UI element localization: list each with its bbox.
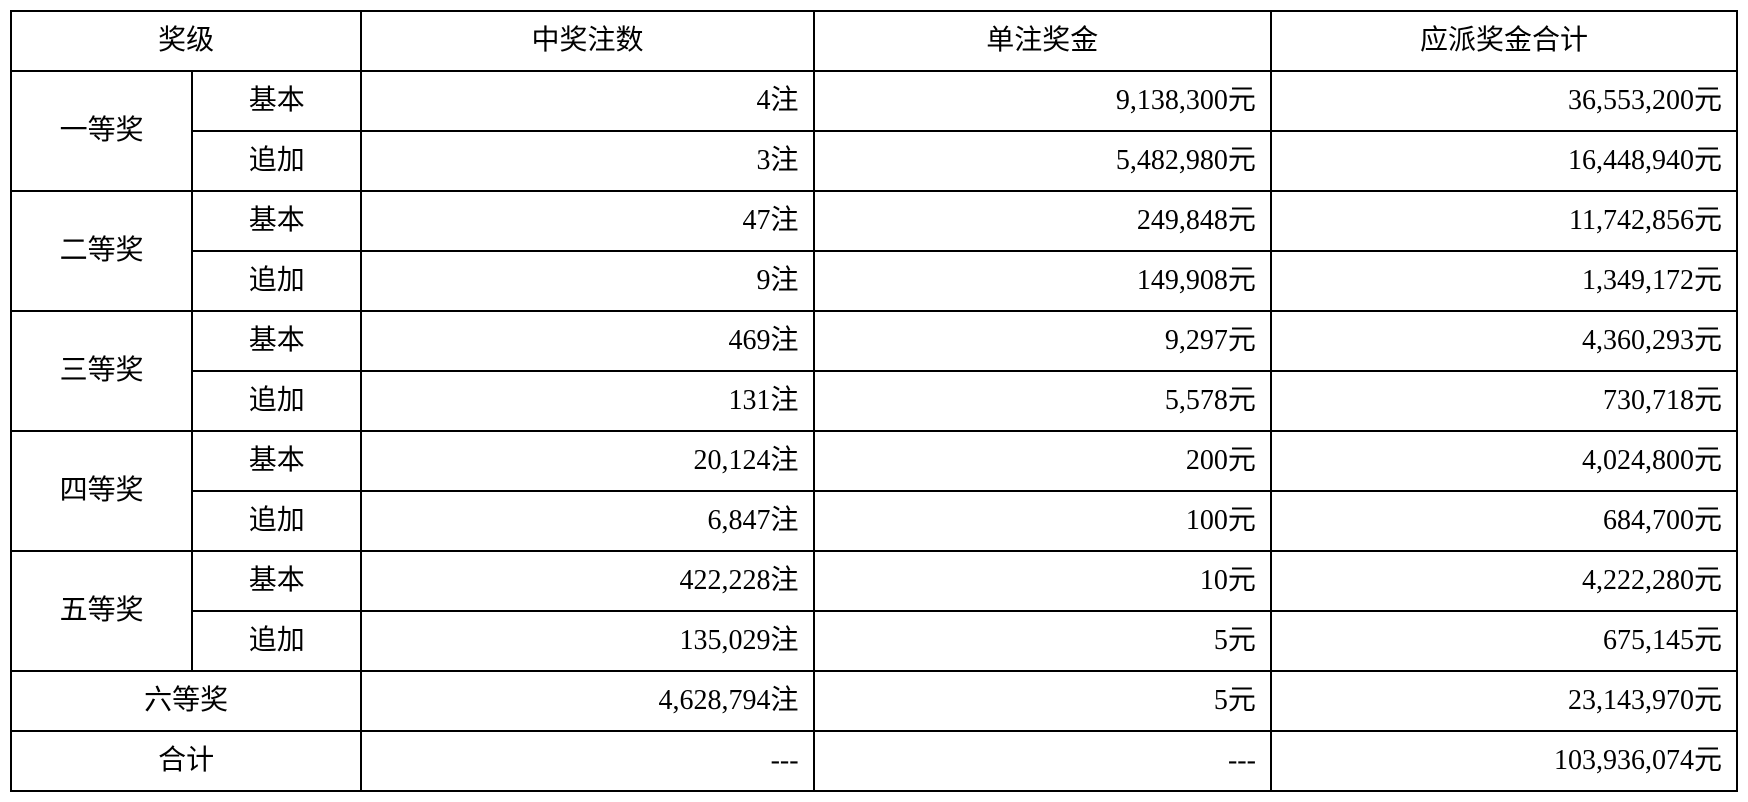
per-prize-cell: 249,848元 (814, 191, 1271, 251)
per-prize-cell: 149,908元 (814, 251, 1271, 311)
table-row: 追加 3注 5,482,980元 16,448,940元 (11, 131, 1737, 191)
prize-subtype: 追加 (192, 491, 361, 551)
header-level: 奖级 (11, 11, 361, 71)
prize-subtype: 基本 (192, 311, 361, 371)
table-row: 五等奖 基本 422,228注 10元 4,222,280元 (11, 551, 1737, 611)
count-cell: 422,228注 (361, 551, 813, 611)
header-per-prize: 单注奖金 (814, 11, 1271, 71)
prize-table: 奖级 中奖注数 单注奖金 应派奖金合计 一等奖 基本 4注 9,138,300元… (10, 10, 1738, 792)
per-prize-cell: 10元 (814, 551, 1271, 611)
total-cell: 730,718元 (1271, 371, 1737, 431)
prize-level-5: 五等奖 (11, 551, 192, 671)
header-row: 奖级 中奖注数 单注奖金 应派奖金合计 (11, 11, 1737, 71)
count-cell: 135,029注 (361, 611, 813, 671)
table-row: 四等奖 基本 20,124注 200元 4,024,800元 (11, 431, 1737, 491)
per-prize-cell: 200元 (814, 431, 1271, 491)
total-cell: 16,448,940元 (1271, 131, 1737, 191)
total-cell: 684,700元 (1271, 491, 1737, 551)
prize-subtype: 基本 (192, 191, 361, 251)
prize-level-1: 一等奖 (11, 71, 192, 191)
prize-level-3: 三等奖 (11, 311, 192, 431)
count-cell: 3注 (361, 131, 813, 191)
totals-per: --- (814, 731, 1271, 791)
count-cell: 9注 (361, 251, 813, 311)
per-prize-cell: 5,578元 (814, 371, 1271, 431)
count-cell: 131注 (361, 371, 813, 431)
prize-subtype: 追加 (192, 251, 361, 311)
per-prize-cell: 9,297元 (814, 311, 1271, 371)
table-row: 追加 9注 149,908元 1,349,172元 (11, 251, 1737, 311)
table-row: 一等奖 基本 4注 9,138,300元 36,553,200元 (11, 71, 1737, 131)
per-prize-cell: 5元 (814, 671, 1271, 731)
prize-subtype: 追加 (192, 371, 361, 431)
prize-subtype: 基本 (192, 431, 361, 491)
prize-level-4: 四等奖 (11, 431, 192, 551)
per-prize-cell: 5,482,980元 (814, 131, 1271, 191)
per-prize-cell: 9,138,300元 (814, 71, 1271, 131)
table-row: 追加 6,847注 100元 684,700元 (11, 491, 1737, 551)
table-row: 二等奖 基本 47注 249,848元 11,742,856元 (11, 191, 1737, 251)
count-cell: 469注 (361, 311, 813, 371)
header-count: 中奖注数 (361, 11, 813, 71)
total-cell: 675,145元 (1271, 611, 1737, 671)
table-row: 六等奖 4,628,794注 5元 23,143,970元 (11, 671, 1737, 731)
totals-row: 合计 --- --- 103,936,074元 (11, 731, 1737, 791)
total-cell: 11,742,856元 (1271, 191, 1737, 251)
total-cell: 23,143,970元 (1271, 671, 1737, 731)
count-cell: 20,124注 (361, 431, 813, 491)
prize-level-6: 六等奖 (11, 671, 361, 731)
prize-level-2: 二等奖 (11, 191, 192, 311)
count-cell: 4注 (361, 71, 813, 131)
totals-label: 合计 (11, 731, 361, 791)
count-cell: 4,628,794注 (361, 671, 813, 731)
per-prize-cell: 5元 (814, 611, 1271, 671)
prize-subtype: 追加 (192, 131, 361, 191)
total-cell: 4,024,800元 (1271, 431, 1737, 491)
prize-subtype: 基本 (192, 71, 361, 131)
prize-subtype: 基本 (192, 551, 361, 611)
total-cell: 36,553,200元 (1271, 71, 1737, 131)
total-cell: 4,360,293元 (1271, 311, 1737, 371)
per-prize-cell: 100元 (814, 491, 1271, 551)
header-total: 应派奖金合计 (1271, 11, 1737, 71)
prize-subtype: 追加 (192, 611, 361, 671)
table-row: 追加 131注 5,578元 730,718元 (11, 371, 1737, 431)
total-cell: 1,349,172元 (1271, 251, 1737, 311)
total-cell: 4,222,280元 (1271, 551, 1737, 611)
count-cell: 6,847注 (361, 491, 813, 551)
totals-count: --- (361, 731, 813, 791)
totals-total: 103,936,074元 (1271, 731, 1737, 791)
count-cell: 47注 (361, 191, 813, 251)
table-row: 追加 135,029注 5元 675,145元 (11, 611, 1737, 671)
table-row: 三等奖 基本 469注 9,297元 4,360,293元 (11, 311, 1737, 371)
